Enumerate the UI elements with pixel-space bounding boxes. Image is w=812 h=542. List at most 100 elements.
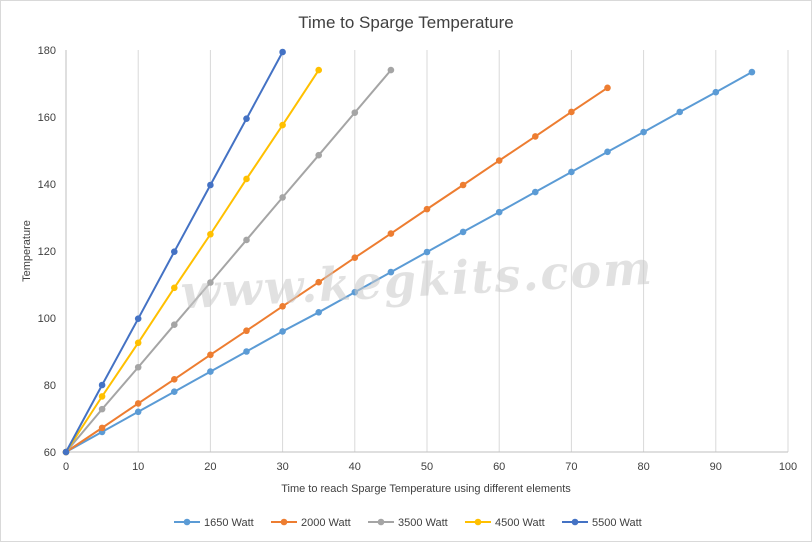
data-point xyxy=(207,181,214,189)
data-point xyxy=(171,388,178,396)
data-point xyxy=(279,302,286,310)
legend-item: 2000 Watt xyxy=(271,517,351,529)
x-tick-label: 50 xyxy=(421,461,433,473)
y-tick-label: 100 xyxy=(38,313,56,325)
data-point xyxy=(134,363,142,371)
data-point xyxy=(279,48,286,56)
data-point xyxy=(315,278,323,286)
data-point xyxy=(207,230,214,238)
series-group xyxy=(62,48,756,456)
data-point xyxy=(568,168,575,176)
data-point xyxy=(748,68,756,76)
data-point xyxy=(98,405,106,413)
chart-title: Time to Sparge Temperature xyxy=(298,13,513,32)
x-tick-label: 80 xyxy=(637,461,649,473)
data-point xyxy=(171,321,178,329)
series-line xyxy=(65,69,392,453)
series-4500-watt xyxy=(62,66,323,456)
data-point xyxy=(62,448,70,456)
series-line xyxy=(65,69,320,453)
data-point xyxy=(207,368,214,375)
data-point xyxy=(243,348,250,355)
legend: 1650 Watt 2000 Watt 3500 Watt 4500 Watt 5500… xyxy=(174,517,642,529)
x-tick-label: 0 xyxy=(63,461,69,473)
x-tick-label: 90 xyxy=(710,461,722,473)
data-point xyxy=(459,228,467,236)
data-point xyxy=(279,121,286,129)
data-point xyxy=(387,66,395,74)
data-point xyxy=(495,208,503,216)
data-point xyxy=(98,393,106,400)
x-tick-label: 20 xyxy=(204,461,216,473)
data-point xyxy=(676,108,683,116)
legend-swatch-marker xyxy=(474,518,482,526)
y-tick-labels: 60 80 100 120 140 160 180 xyxy=(38,45,56,459)
data-point xyxy=(243,115,250,122)
y-tick-label: 180 xyxy=(38,45,56,57)
legend-item: 4500 Watt xyxy=(465,517,545,529)
legend-swatch-marker xyxy=(377,518,385,526)
legend-item: 5500 Watt xyxy=(562,517,642,529)
data-point xyxy=(640,128,647,136)
data-point xyxy=(532,188,539,196)
data-point xyxy=(279,328,286,335)
data-point xyxy=(243,236,250,244)
legend-swatch-marker xyxy=(280,518,288,526)
data-point xyxy=(207,351,214,359)
data-point xyxy=(604,148,611,156)
x-tick-label: 10 xyxy=(132,461,144,473)
data-point xyxy=(351,288,359,296)
data-point xyxy=(98,381,106,389)
y-tick-label: 140 xyxy=(38,179,56,191)
data-point xyxy=(171,376,178,383)
legend-label: 1650 Watt xyxy=(204,517,254,529)
y-axis-label: Temperature xyxy=(21,220,33,282)
y-tick-label: 120 xyxy=(38,246,56,258)
y-tick-label: 80 xyxy=(44,380,56,392)
x-tick-label: 100 xyxy=(779,461,797,473)
legend-label: 3500 Watt xyxy=(398,517,448,529)
data-point xyxy=(134,400,142,407)
legend-swatch-marker xyxy=(571,518,579,526)
data-point xyxy=(315,151,323,159)
legend-label: 2000 Watt xyxy=(301,517,351,529)
y-tick-label: 60 xyxy=(44,447,56,459)
data-point xyxy=(243,175,250,183)
data-point xyxy=(495,157,503,164)
data-point xyxy=(134,408,142,416)
series-5500-watt xyxy=(62,48,286,456)
data-point xyxy=(351,109,359,116)
data-point xyxy=(351,254,359,261)
data-point xyxy=(98,424,106,432)
legend-item: 1650 Watt xyxy=(174,517,254,529)
gridlines xyxy=(137,50,789,452)
data-point xyxy=(423,248,431,256)
data-point xyxy=(315,309,323,316)
data-point xyxy=(712,88,720,96)
x-tick-labels: 0 10 20 30 40 50 60 70 80 90 100 xyxy=(63,461,797,473)
x-tick-label: 60 xyxy=(493,461,505,473)
legend-label: 4500 Watt xyxy=(495,517,545,529)
legend-swatch-marker xyxy=(183,518,191,526)
data-point xyxy=(315,66,323,74)
data-point xyxy=(171,284,178,292)
series-2000-watt xyxy=(62,84,611,456)
data-point xyxy=(532,133,539,140)
series-line xyxy=(65,71,753,453)
y-tick-label: 160 xyxy=(38,112,56,124)
data-point xyxy=(459,181,467,189)
data-point xyxy=(387,268,395,276)
data-point xyxy=(387,230,395,237)
data-point xyxy=(279,194,286,201)
data-point xyxy=(243,327,250,335)
data-point xyxy=(134,315,142,322)
data-point xyxy=(423,205,431,213)
series-line xyxy=(65,87,609,453)
legend-item: 3500 Watt xyxy=(368,517,448,529)
x-tick-label: 30 xyxy=(276,461,288,473)
x-tick-label: 70 xyxy=(565,461,577,473)
data-point xyxy=(568,108,575,116)
data-point xyxy=(207,279,214,286)
